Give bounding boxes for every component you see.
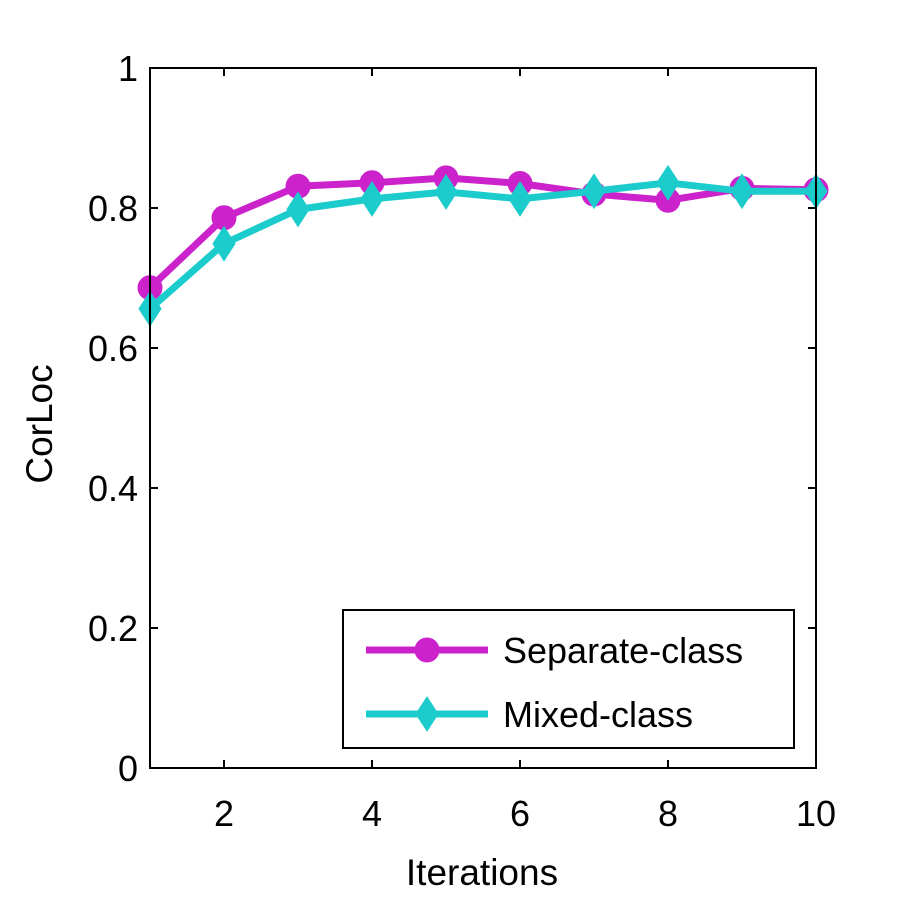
series-line — [147, 174, 817, 291]
legend: Separate-class Mixed-class — [342, 609, 795, 749]
data-point-diamond — [286, 191, 310, 228]
series-diamond — [138, 164, 828, 327]
x-tick-label: 6 — [510, 793, 530, 834]
legend-marker-circle — [414, 637, 440, 663]
data-point-diamond — [508, 180, 532, 217]
data-point-diamond — [730, 173, 754, 210]
x-axis-label: Iterations — [406, 852, 558, 893]
x-tick-label: 10 — [796, 793, 836, 834]
data-point-diamond — [212, 225, 236, 262]
legend-entry: Mixed-class — [366, 694, 693, 735]
series-line — [147, 179, 816, 312]
y-tick-label: 0.8 — [88, 188, 138, 229]
legend-entries: Separate-class Mixed-class — [366, 630, 743, 735]
x-tick-labels: 2 4 6 8 10 — [214, 793, 836, 834]
y-axis-label: CorLoc — [19, 364, 60, 483]
legend-marker-diamond — [415, 696, 439, 732]
x-tick-label: 2 — [214, 793, 234, 834]
y-tick-labels: 0 0.2 0.4 0.6 0.8 1 — [88, 48, 138, 789]
x-tick-label: 4 — [362, 793, 382, 834]
y-tick-label: 0.4 — [88, 468, 138, 509]
y-tick-label: 0.6 — [88, 328, 138, 369]
series-layer — [137, 164, 829, 327]
y-tick-label: 0.2 — [88, 608, 138, 649]
legend-entry: Separate-class — [366, 630, 743, 671]
legend-box — [342, 609, 795, 749]
y-tick-label: 1 — [118, 48, 138, 89]
data-point-diamond — [582, 173, 606, 210]
legend-label: Separate-class — [503, 630, 743, 671]
legend-label: Mixed-class — [503, 694, 693, 735]
data-point-diamond — [360, 180, 384, 217]
data-point-diamond — [434, 173, 458, 210]
y-tick-label: 0 — [118, 748, 138, 789]
data-point-diamond — [656, 164, 680, 201]
plot-area-frame — [149, 67, 817, 769]
x-tick-label: 8 — [658, 793, 678, 834]
